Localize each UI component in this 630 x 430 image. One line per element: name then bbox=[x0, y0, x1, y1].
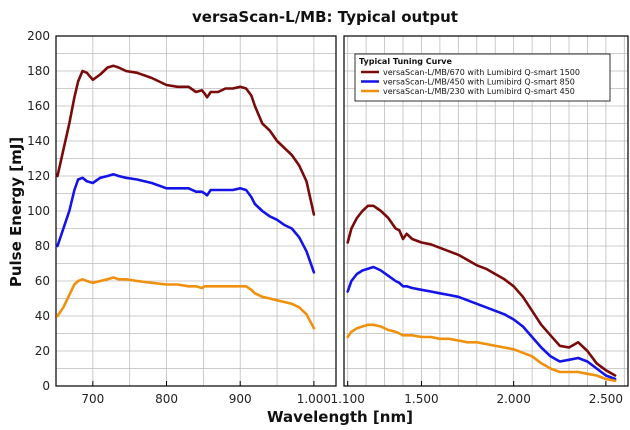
legend-box bbox=[354, 53, 611, 102]
x-tick-label: 700 bbox=[81, 392, 104, 406]
y-tick-label: 160 bbox=[27, 99, 50, 113]
x-axis-label: Wavelength [nm] bbox=[267, 408, 413, 426]
x-tick-label: 2.500 bbox=[589, 392, 623, 406]
series-line-right-2 bbox=[346, 323, 617, 383]
y-axis-label: Pulse Energy [mJ] bbox=[7, 137, 25, 287]
x-tick-label: 1.000 bbox=[297, 392, 331, 406]
y-tick-label: 80 bbox=[35, 239, 50, 253]
y-tick-label: 0 bbox=[42, 379, 50, 393]
y-tick-label: 40 bbox=[35, 309, 50, 323]
x-tick-label: 900 bbox=[229, 392, 252, 406]
y-tick-label: 60 bbox=[35, 274, 50, 288]
series-line-left-0 bbox=[56, 64, 316, 216]
y-tick-label: 120 bbox=[27, 169, 50, 183]
series-line-left-2 bbox=[56, 276, 316, 330]
panel-left: 700 800 900 1.000 bbox=[55, 35, 337, 406]
y-tick-label: 200 bbox=[27, 29, 50, 43]
plot-frame bbox=[343, 35, 629, 387]
y-tick-label: 140 bbox=[27, 134, 50, 148]
y-tick-label: 180 bbox=[27, 64, 50, 78]
legend-entry: versaScan-L/MB/670 with Lumibird Q-smart… bbox=[383, 68, 580, 77]
chart-title: versaScan-L/MB: Typical output bbox=[192, 8, 458, 26]
legend: Typical Tuning Curve versaScan-L/MB/670 w… bbox=[354, 53, 611, 102]
series-line-right-1 bbox=[346, 265, 617, 381]
series-line-right-0 bbox=[346, 204, 617, 377]
legend-entry: versaScan-L/MB/450 with Lumibird Q-smart… bbox=[383, 78, 575, 87]
y-tick-label: 20 bbox=[35, 344, 50, 358]
series-line-left-1 bbox=[56, 173, 316, 274]
x-tick-label: 800 bbox=[155, 392, 178, 406]
legend-title: Typical Tuning Curve bbox=[359, 57, 453, 66]
plot-frame bbox=[55, 35, 337, 387]
x-tick-label: 2.000 bbox=[496, 392, 530, 406]
x-tick-label: 1.500 bbox=[404, 392, 438, 406]
x-tick-label: 1.100 bbox=[331, 392, 365, 406]
y-tick-label: 100 bbox=[27, 204, 50, 218]
legend-entry: versaScan-L/MB/230 with Lumibird Q-smart… bbox=[383, 87, 575, 96]
